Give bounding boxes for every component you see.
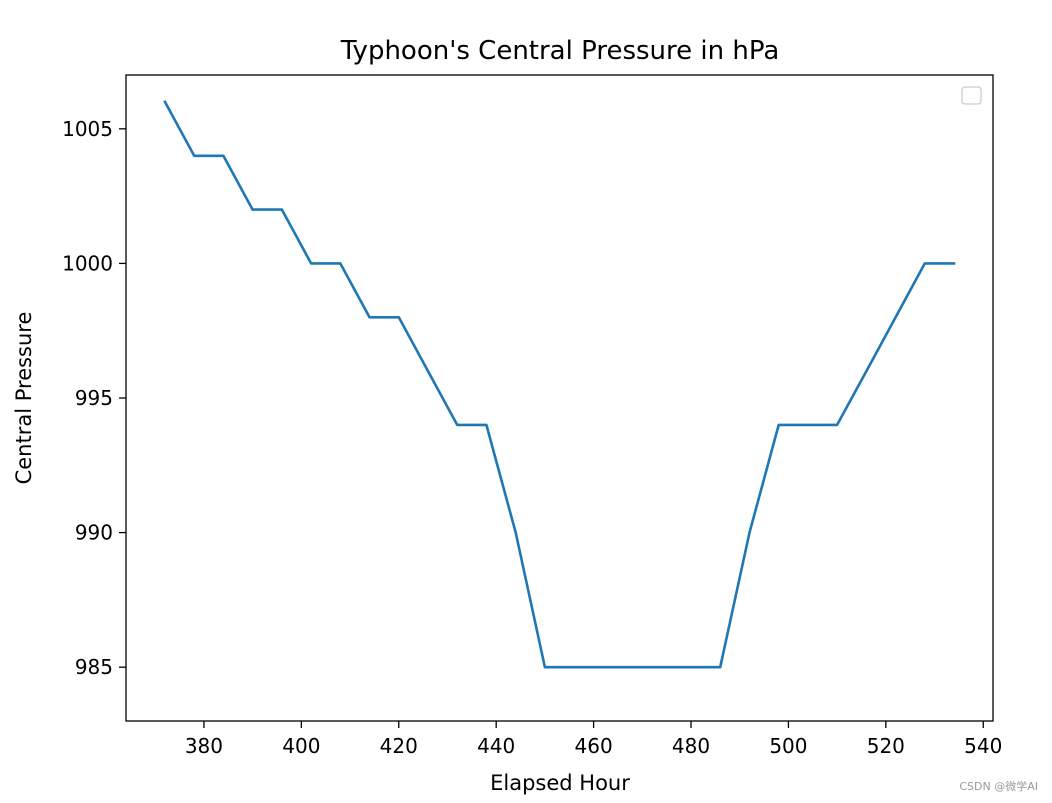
x-tick-label: 520 <box>867 734 905 758</box>
x-tick-label: 420 <box>380 734 418 758</box>
y-axis: 985 990 995 1000 1005 <box>62 117 126 679</box>
y-tick-label: 1000 <box>62 251 113 275</box>
y-tick-label: 1005 <box>62 117 113 141</box>
x-tick-label: 480 <box>672 734 710 758</box>
x-axis-label: Elapsed Hour <box>490 771 630 795</box>
x-tick-label: 400 <box>282 734 320 758</box>
pressure-series-line <box>163 100 956 669</box>
x-tick-label: 440 <box>477 734 515 758</box>
series-layer <box>163 100 956 669</box>
x-tick-label: 500 <box>769 734 807 758</box>
x-axis: 380 400 420 440 460 480 500 520 540 <box>185 721 1002 758</box>
y-tick-label: 990 <box>75 521 113 545</box>
chart-title: Typhoon's Central Pressure in hPa <box>340 36 780 66</box>
plot-area: 380 400 420 440 460 480 500 520 540 985 990 995 100… <box>62 74 1002 758</box>
y-axis-label: Central Pressure <box>12 312 36 485</box>
x-tick-label: 380 <box>185 734 223 758</box>
y-tick-label: 985 <box>75 655 113 679</box>
x-tick-label: 460 <box>575 734 613 758</box>
legend-box <box>961 86 982 105</box>
watermark: CSDN @微学AI <box>959 780 1038 793</box>
plot-frame <box>125 74 994 722</box>
y-tick-label: 995 <box>75 386 113 410</box>
x-tick-label: 540 <box>964 734 1002 758</box>
